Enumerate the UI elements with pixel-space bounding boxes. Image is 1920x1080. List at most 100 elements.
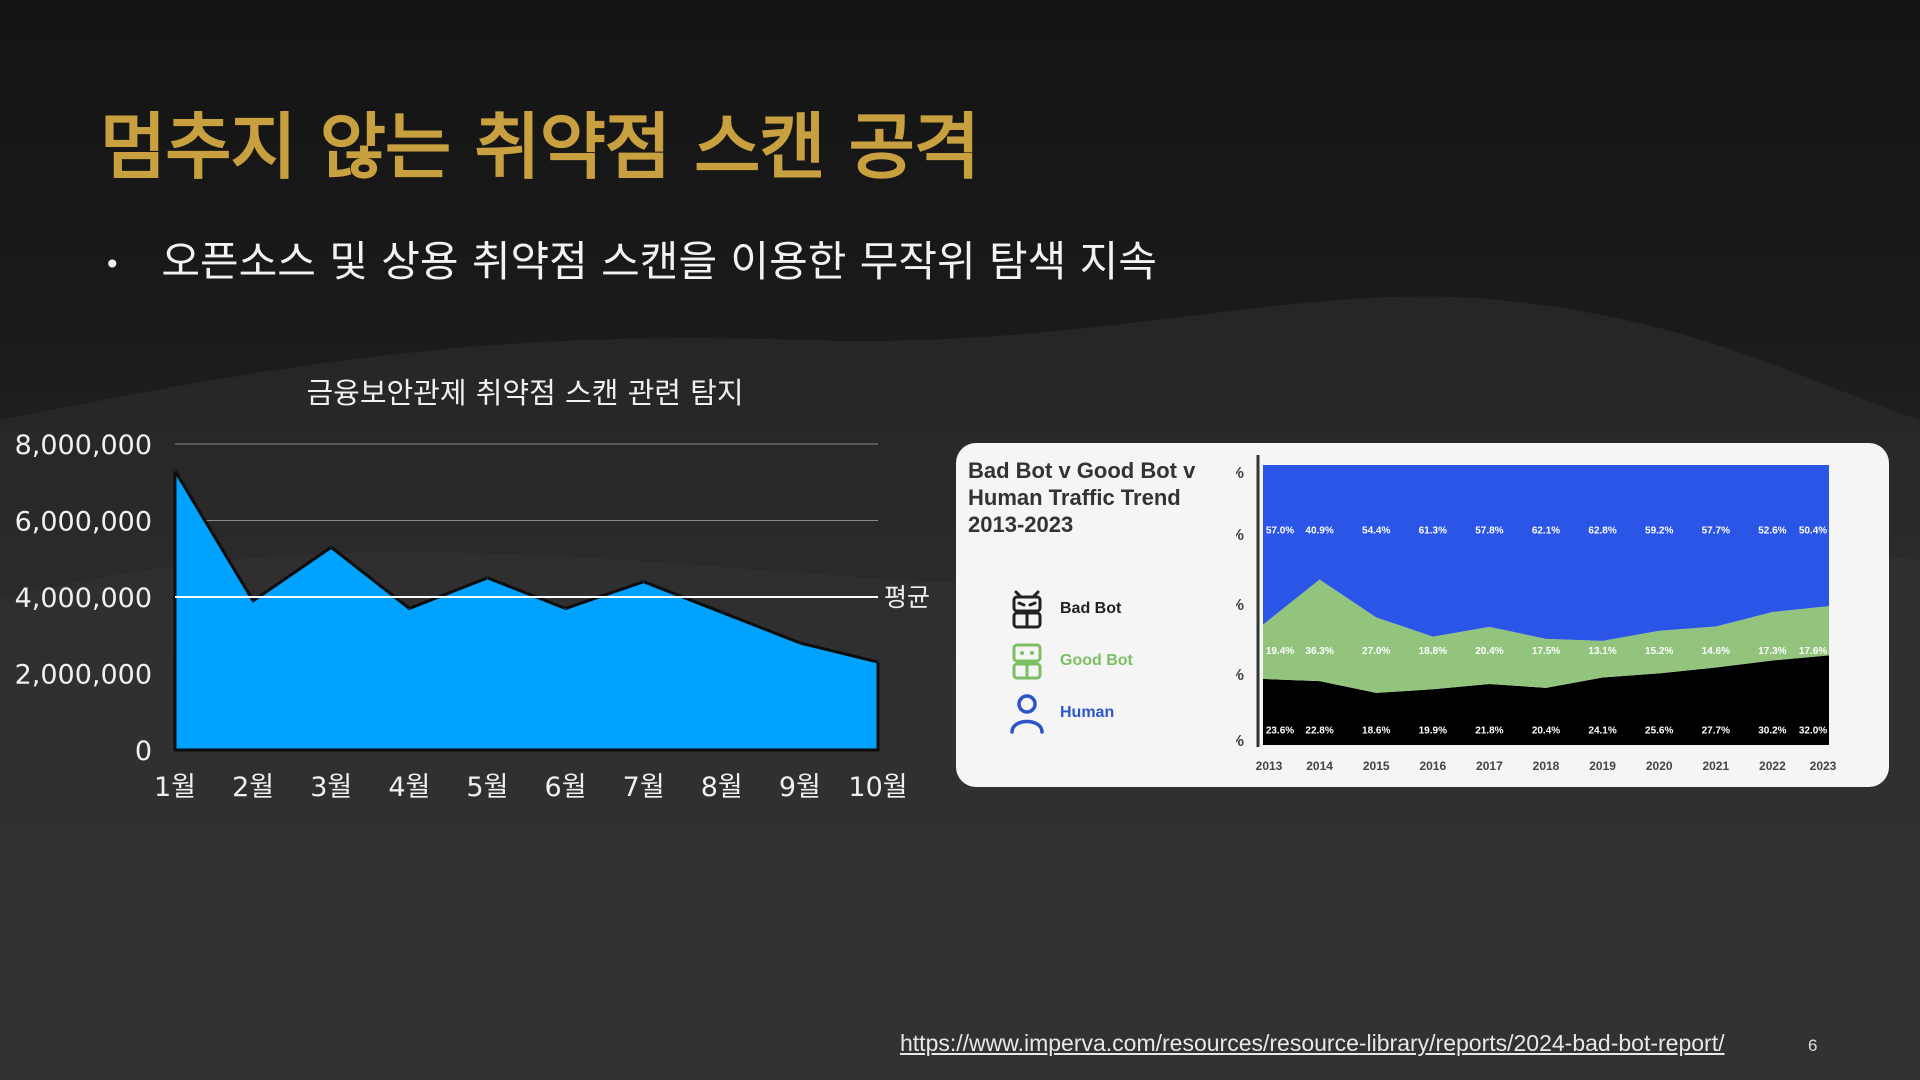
series-area-bad-bot — [1263, 465, 1829, 641]
data-label: 20.4% — [1475, 646, 1503, 657]
data-label: 57.0% — [1266, 525, 1294, 536]
x-tick-label: 2014 — [1306, 759, 1333, 773]
y-tick-label: 6,000,000 — [15, 507, 152, 538]
data-label: 62.8% — [1588, 525, 1616, 536]
data-point — [643, 581, 645, 583]
data-label: 18.8% — [1419, 646, 1447, 657]
series-area-human — [1263, 655, 1829, 745]
legend-item-bad-bot: Bad Bot — [1006, 583, 1133, 635]
x-tick-label: 2019 — [1589, 759, 1616, 773]
x-tick-label: 6월 — [545, 772, 587, 803]
data-label: 17.5% — [1532, 646, 1560, 657]
y-tick-label: 0% — [1236, 733, 1244, 750]
y-tick-label: 25% — [1236, 667, 1244, 684]
slide-title: 멈추지 않는 취약점 스캔 공격 — [100, 105, 980, 189]
data-label: 21.8% — [1475, 726, 1503, 737]
data-label: 17.3% — [1758, 646, 1786, 657]
data-label: 14.6% — [1702, 646, 1730, 657]
data-point — [330, 546, 332, 548]
data-label: 27.0% — [1362, 646, 1390, 657]
data-label: 62.1% — [1532, 525, 1560, 536]
legend-item-good-bot: Good Bot — [1006, 635, 1133, 687]
y-tick-label: 8,000,000 — [15, 430, 152, 461]
x-tick-label: 9월 — [779, 772, 821, 803]
data-point — [799, 642, 801, 644]
legend-label-human: Human — [1060, 704, 1115, 721]
bad-bot-icon — [1012, 590, 1042, 629]
data-point — [174, 470, 176, 472]
x-tick-label: 2023 — [1810, 759, 1837, 773]
data-point — [486, 577, 488, 579]
data-label: 32.0% — [1799, 726, 1827, 737]
data-label: 59.2% — [1645, 525, 1673, 536]
data-label: 17.6% — [1799, 646, 1827, 657]
data-label: 27.7% — [1702, 726, 1730, 737]
data-point — [877, 661, 879, 663]
data-label: 61.3% — [1419, 525, 1447, 536]
data-label: 54.4% — [1362, 525, 1390, 536]
x-tick-label: 2월 — [232, 772, 274, 803]
x-tick-label: 2022 — [1759, 759, 1786, 773]
detection-area-chart: 8,000,000 6,000,000 4,000,000 2,000,000 0 평균 1… — [15, 430, 930, 803]
bot-traffic-card: Bad Bot v Good Bot v Human Traffic Trend… — [956, 443, 1889, 787]
data-label: 52.6% — [1758, 525, 1786, 536]
detection-chart-title: 금융보안관제 취약점 스캔 관련 탐지 — [306, 376, 744, 410]
x-tick-label: 2016 — [1419, 759, 1446, 773]
y-tick-label: 50% — [1236, 597, 1244, 614]
bot-chart-legend: Bad Bot Good Bot Human — [1006, 583, 1133, 739]
x-tick-label: 2015 — [1363, 759, 1390, 773]
data-label: 57.7% — [1702, 525, 1730, 536]
bullet-icon: • — [104, 248, 121, 281]
legend-label-good-bot: Good Bot — [1060, 652, 1133, 669]
data-label: 23.6% — [1266, 726, 1294, 737]
x-tick-label: 4월 — [388, 772, 430, 803]
data-point — [565, 607, 567, 609]
data-label: 20.4% — [1532, 726, 1560, 737]
data-label: 50.4% — [1799, 525, 1827, 536]
y-tick-label: 100% — [1236, 465, 1244, 482]
data-label: 22.8% — [1305, 726, 1333, 737]
x-tick-label: 10월 — [848, 772, 907, 803]
x-tick-label: 2017 — [1476, 759, 1503, 773]
detections-area-series — [173, 469, 880, 752]
x-tick-label: 2020 — [1646, 759, 1673, 773]
data-label: 30.2% — [1758, 726, 1786, 737]
y-tick-label: 75% — [1236, 527, 1244, 544]
y-tick-label: 0 — [135, 736, 152, 767]
good-bot-icon — [1012, 643, 1042, 680]
data-label: 40.9% — [1305, 525, 1333, 536]
legend-item-human: Human — [1006, 687, 1133, 739]
x-tick-label: 7월 — [623, 772, 665, 803]
average-label: 평균 — [884, 583, 930, 612]
page-number: 6 — [1808, 1036, 1818, 1055]
data-point — [721, 611, 723, 613]
data-point — [408, 607, 410, 609]
x-tick-label: 2013 — [1256, 759, 1283, 773]
data-label: 15.2% — [1645, 646, 1673, 657]
x-tick-label: 3월 — [310, 772, 352, 803]
data-label: 25.6% — [1645, 726, 1673, 737]
source-link[interactable]: https://www.imperva.com/resources/resour… — [900, 1030, 1725, 1056]
data-label: 13.1% — [1588, 646, 1616, 657]
legend-label-bad-bot: Bad Bot — [1060, 600, 1122, 617]
x-tick-label: 1월 — [154, 772, 196, 803]
y-tick-label: 4,000,000 — [15, 583, 152, 614]
human-icon — [1010, 694, 1044, 734]
data-label: 57.8% — [1475, 525, 1503, 536]
bullet-item: • 오픈소스 및 상용 취약점 스캔을 이용한 무작위 탐색 지속 — [104, 228, 1157, 289]
bullet-text: 오픈소스 및 상용 취약점 스캔을 이용한 무작위 탐색 지속 — [161, 237, 1157, 286]
data-point — [252, 600, 254, 602]
x-tick-label: 8월 — [701, 772, 743, 803]
bot-chart-title: Bad Bot v Good Bot v Human Traffic Trend… — [968, 458, 1196, 537]
bot-traffic-stacked-chart: 23.6% 22.8% 18.6% 19.9% 21.8% 20.4% 24.1% 25.6%… — [1236, 455, 1837, 773]
data-label: 24.1% — [1588, 726, 1616, 737]
data-label: 36.3% — [1305, 646, 1333, 657]
y-tick-label: 2,000,000 — [15, 660, 152, 691]
data-label: 19.4% — [1266, 646, 1294, 657]
series-area-good-bot — [1263, 579, 1829, 693]
x-tick-label: 5월 — [466, 772, 508, 803]
x-tick-label: 2018 — [1533, 759, 1560, 773]
data-label: 18.6% — [1362, 726, 1390, 737]
x-tick-label: 2021 — [1702, 759, 1729, 773]
data-label: 19.9% — [1419, 726, 1447, 737]
